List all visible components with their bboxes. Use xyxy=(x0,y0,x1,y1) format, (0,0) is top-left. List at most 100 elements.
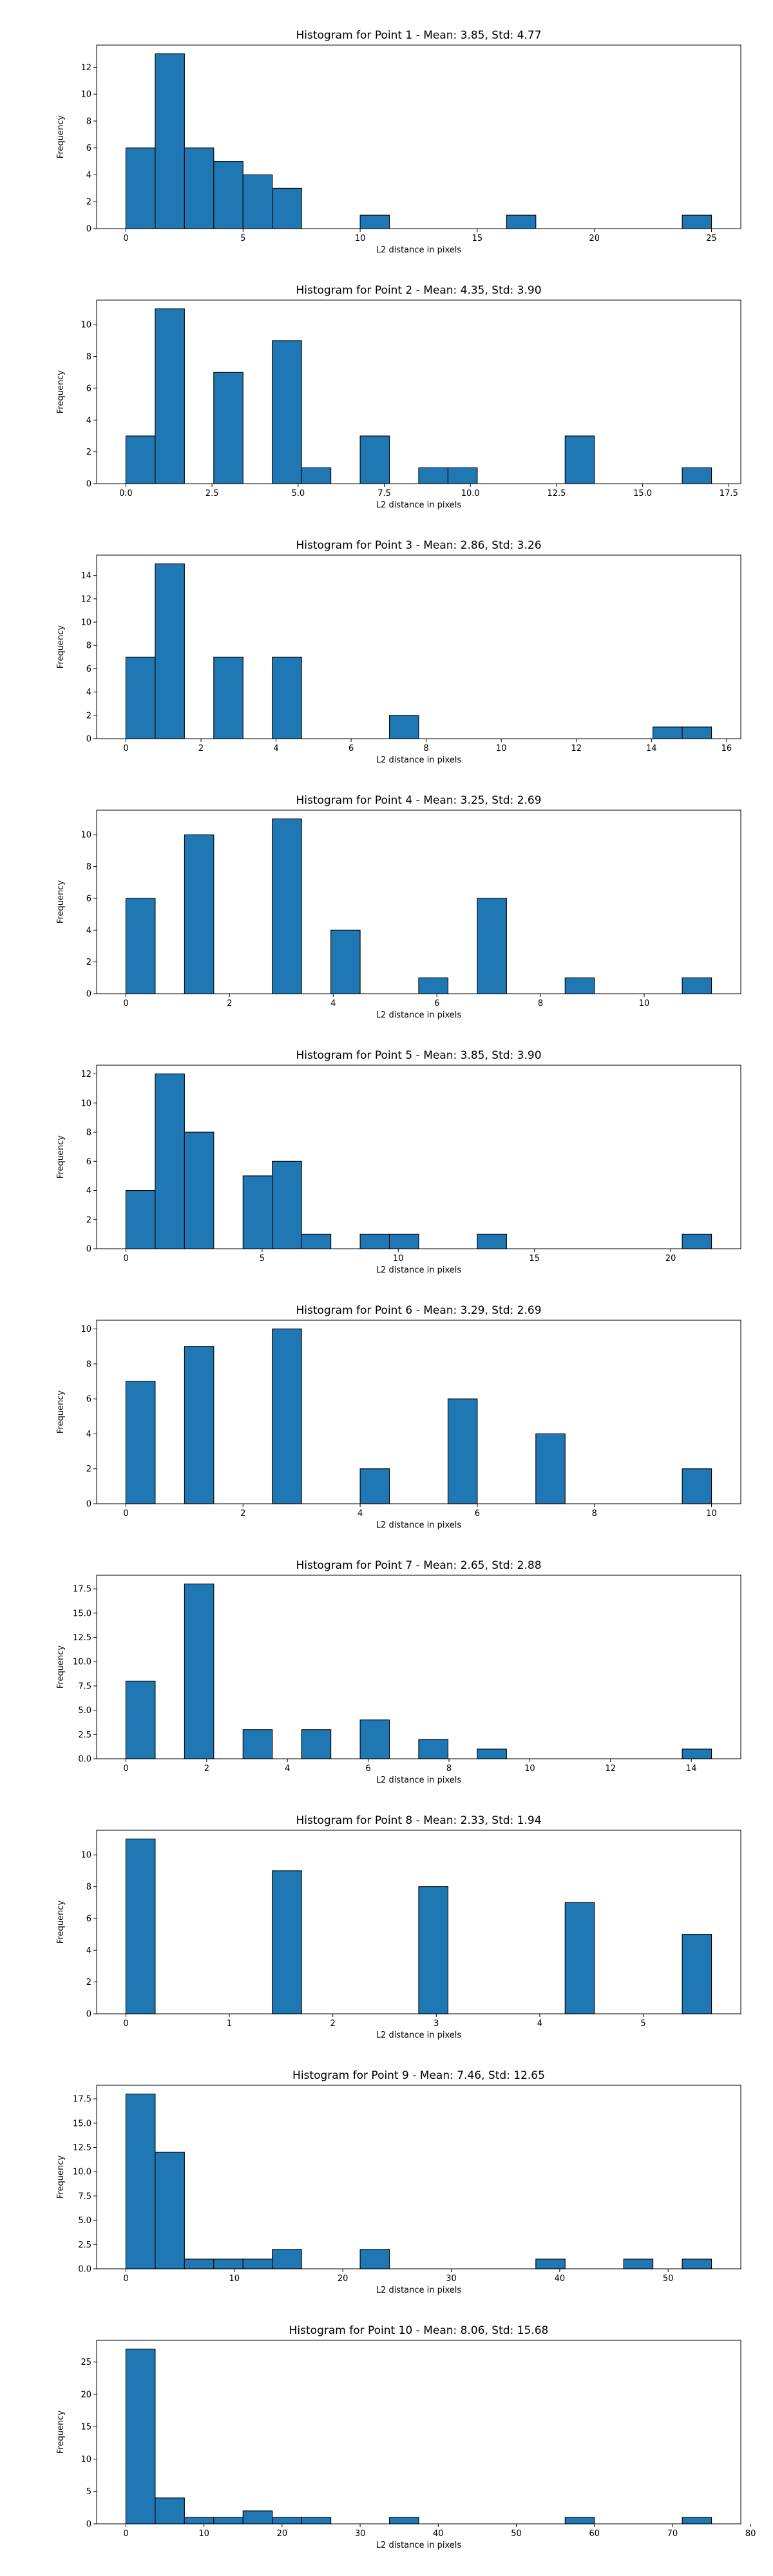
chart-title: Histogram for Point 5 - Mean: 3.85, Std:… xyxy=(296,1049,541,1062)
histogram-bar xyxy=(535,2259,566,2269)
y-axis-label: Frequency xyxy=(56,2155,66,2199)
chart-title: Histogram for Point 3 - Mean: 2.86, Std:… xyxy=(296,539,541,552)
x-tick-label: 1 xyxy=(227,2019,232,2029)
x-tick-label: 4 xyxy=(273,744,278,753)
y-tick-label: 2.5 xyxy=(78,1730,91,1740)
chart-6: Histogram for Point 6 - Mean: 3.29, Std:… xyxy=(56,1304,741,1530)
histogram-bar xyxy=(242,2259,273,2269)
x-tick-label: 12.5 xyxy=(547,489,566,498)
histogram-bar xyxy=(125,1381,156,1504)
y-tick-label: 10 xyxy=(81,2455,91,2465)
histogram-bar xyxy=(682,977,712,994)
y-axis-label: Frequency xyxy=(56,1900,66,1944)
histogram-bar xyxy=(272,819,302,994)
y-tick-label: 0 xyxy=(86,2520,91,2530)
histogram-bar xyxy=(418,977,449,994)
y-tick-label: 4 xyxy=(86,1186,91,1196)
x-tick-label: 2 xyxy=(204,1764,209,1774)
x-tick-label: 2 xyxy=(198,744,204,753)
y-tick-label: 5.0 xyxy=(78,1706,91,1716)
y-tick-label: 6 xyxy=(86,384,91,393)
histogram-bar xyxy=(125,435,156,484)
x-tick-label: 4 xyxy=(330,999,336,1009)
histogram-bar xyxy=(564,977,595,994)
histogram-bar xyxy=(623,2259,654,2269)
histogram-bar xyxy=(359,1468,390,1504)
x-tick-label: 12 xyxy=(606,1764,616,1774)
x-tick-label: 8 xyxy=(446,1764,452,1774)
histogram-bar xyxy=(155,308,185,484)
x-tick-label: 7.5 xyxy=(377,489,391,498)
x-tick-label: 50 xyxy=(663,2274,674,2284)
x-axis-label: L2 distance in pixels xyxy=(376,1520,462,1530)
histogram-bar xyxy=(477,1748,507,1759)
y-axis-label: Frequency xyxy=(56,625,66,668)
histogram-bar xyxy=(125,1680,156,1759)
histogram-bar xyxy=(184,2259,215,2269)
y-tick-label: 6 xyxy=(86,1914,91,1924)
chart-title: Histogram for Point 4 - Mean: 3.25, Std:… xyxy=(296,794,541,807)
histogram-bar xyxy=(682,1233,712,1249)
x-tick-label: 6 xyxy=(365,1764,370,1774)
histogram-bar xyxy=(564,2517,595,2524)
chart-9: Histogram for Point 9 - Mean: 7.46, Std:… xyxy=(56,2069,741,2295)
chart-title: Histogram for Point 6 - Mean: 3.29, Std:… xyxy=(296,1304,541,1317)
plot-frame xyxy=(96,1830,741,2014)
x-tick-label: 6 xyxy=(475,1509,480,1519)
y-tick-label: 5.0 xyxy=(78,2216,91,2226)
x-tick-label: 8 xyxy=(424,744,429,753)
y-tick-label: 25 xyxy=(81,2358,91,2367)
chart-title: Histogram for Point 9 - Mean: 7.46, Std:… xyxy=(292,2069,545,2082)
chart-8: Histogram for Point 8 - Mean: 2.33, Std:… xyxy=(56,1814,741,2040)
chart-title: Histogram for Point 2 - Mean: 4.35, Std:… xyxy=(296,284,541,297)
y-tick-label: 2 xyxy=(86,448,91,457)
x-tick-label: 0 xyxy=(123,234,128,243)
y-tick-label: 4 xyxy=(86,1946,91,1956)
plot-frame xyxy=(96,810,741,994)
x-tick-label: 2.5 xyxy=(205,489,219,498)
x-tick-label: 0 xyxy=(123,744,128,753)
histogram-bar xyxy=(682,1934,712,2014)
histogram-bar xyxy=(682,214,712,229)
histogram-bar xyxy=(125,898,156,994)
y-tick-label: 2 xyxy=(86,198,91,207)
histogram-bar xyxy=(418,467,449,484)
y-tick-label: 4 xyxy=(86,1430,91,1439)
y-tick-label: 0.0 xyxy=(78,2265,91,2275)
y-tick-label: 6 xyxy=(86,144,91,153)
histogram-bar xyxy=(564,1902,595,2014)
x-tick-label: 12 xyxy=(571,744,582,753)
histogram-bar xyxy=(125,1189,156,1249)
histogram-bar xyxy=(272,340,302,484)
x-tick-label: 20 xyxy=(589,234,600,243)
x-tick-label: 0.0 xyxy=(119,489,133,498)
x-tick-label: 50 xyxy=(511,2529,522,2539)
y-tick-label: 0 xyxy=(86,225,91,234)
x-tick-label: 4 xyxy=(285,1764,290,1774)
x-tick-label: 10 xyxy=(496,744,507,753)
histogram-bar xyxy=(242,174,273,229)
y-tick-label: 0 xyxy=(86,990,91,999)
x-tick-label: 5 xyxy=(260,1254,265,1264)
histogram-bar xyxy=(477,898,507,994)
histogram-bar xyxy=(184,147,215,229)
y-tick-label: 2 xyxy=(86,1215,91,1225)
histogram-bar xyxy=(242,1175,273,1249)
y-axis-label: Frequency xyxy=(56,1135,66,1179)
plot-frame xyxy=(96,1320,741,1504)
x-tick-label: 15 xyxy=(472,234,483,243)
x-tick-label: 0 xyxy=(123,2274,128,2284)
y-tick-label: 8 xyxy=(86,352,91,362)
x-tick-label: 10 xyxy=(639,999,650,1009)
x-tick-label: 10 xyxy=(393,1254,404,1264)
y-tick-label: 10 xyxy=(81,90,91,100)
histogram-bar xyxy=(213,161,243,229)
chart-1: Histogram for Point 1 - Mean: 3.85, Std:… xyxy=(56,29,741,255)
y-tick-label: 10.0 xyxy=(73,2168,91,2177)
histogram-bar xyxy=(213,372,243,484)
histogram-bar xyxy=(388,2517,419,2524)
histogram-bar xyxy=(125,1839,156,2014)
y-tick-label: 20 xyxy=(81,2390,91,2400)
y-tick-label: 15 xyxy=(81,2423,91,2432)
